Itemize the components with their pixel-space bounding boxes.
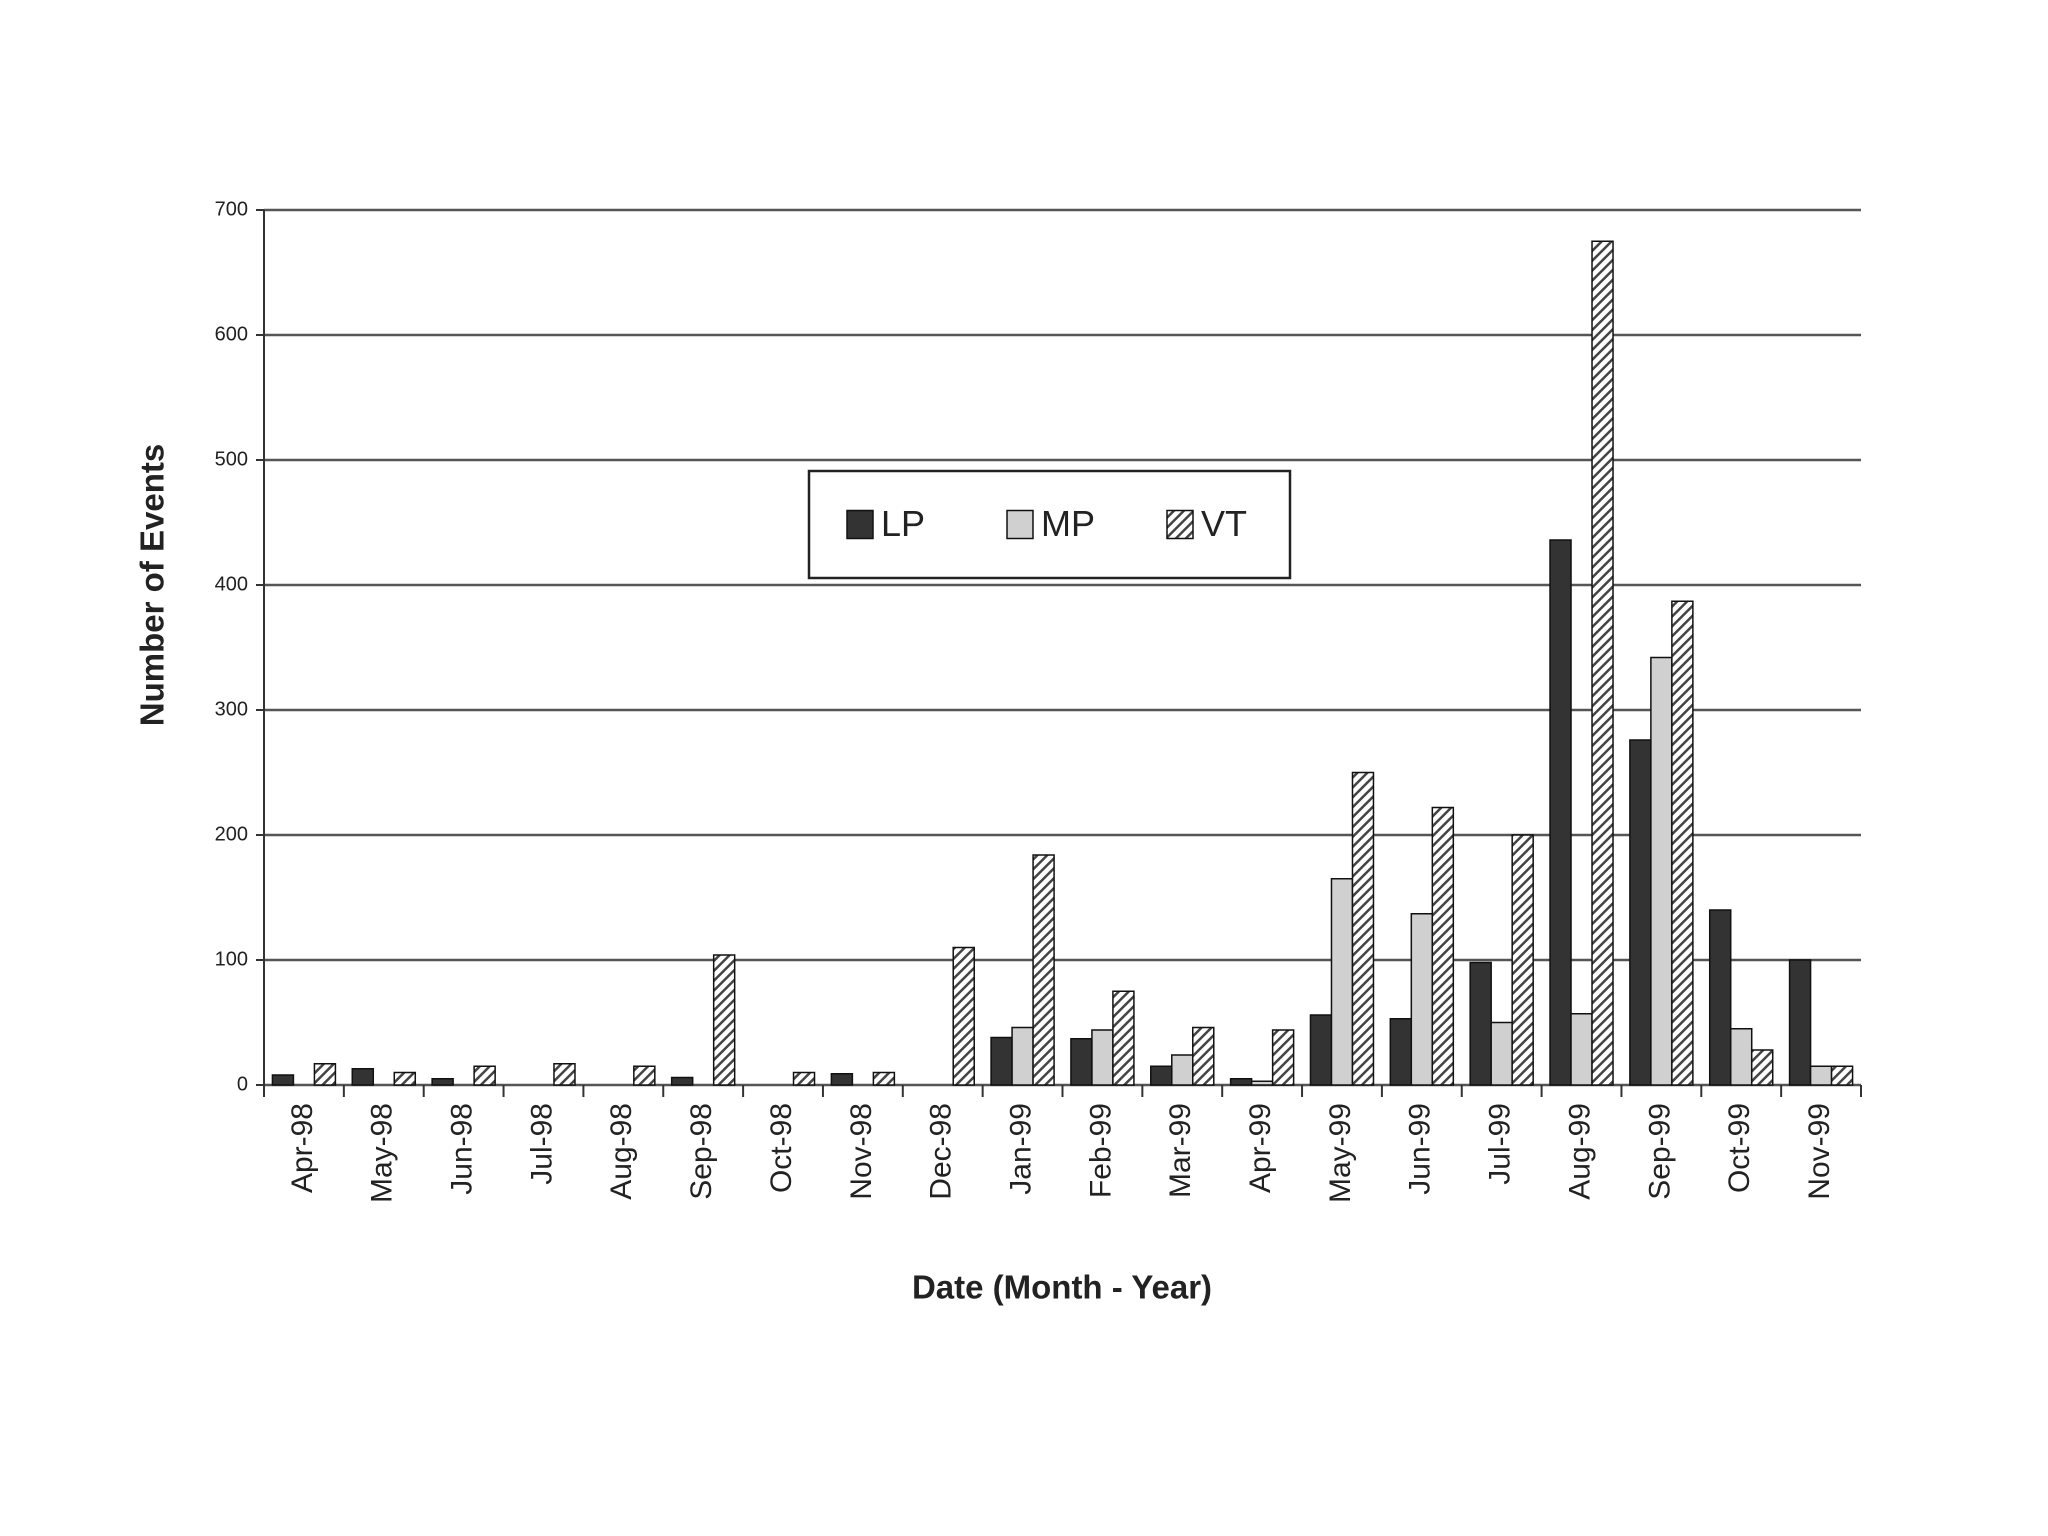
bar [1070,1038,1093,1086]
x-tick-label: Jan-99 [1004,1103,1037,1195]
x-tick-label: Dec-98 [925,1103,958,1200]
legend-label: VT [1201,503,1247,544]
bar [1671,600,1694,1086]
legend-swatch [1166,509,1194,540]
bar [1112,990,1135,1086]
y-tick-label: 0 [237,1073,248,1095]
x-tick-label: Jul-98 [525,1103,558,1185]
bar [1490,1021,1513,1086]
y-tick-label: 400 [215,573,248,595]
bar [473,1065,496,1086]
bar [633,1065,656,1086]
bar [1171,1054,1194,1086]
bar [1549,539,1572,1086]
y-tick-label: 600 [215,323,248,345]
bar [393,1071,417,1086]
legend-box [807,469,1292,580]
bar [1570,1013,1593,1086]
x-tick-label: Oct-98 [765,1103,798,1193]
bar [1091,1029,1114,1086]
bar [1192,1026,1215,1086]
bar [1271,1029,1295,1086]
bar [1750,1049,1774,1086]
bar [830,1073,854,1086]
bar [1330,878,1354,1086]
bar [712,954,736,1086]
bar [1650,656,1673,1086]
bar [313,1063,337,1086]
x-tick-label: Jun-98 [446,1103,479,1195]
x-tick-label: Sep-99 [1643,1103,1676,1200]
bar [990,1036,1013,1086]
bar [1788,959,1812,1086]
bar [1032,854,1055,1086]
bar [271,1074,295,1086]
x-tick-label: Nov-99 [1803,1103,1836,1200]
bar [1469,961,1492,1086]
bar [1309,1014,1333,1086]
bar [1150,1065,1173,1086]
bar [670,1076,694,1086]
x-tick-label: Mar-99 [1164,1103,1197,1198]
bar [431,1078,454,1086]
x-tick-label: Aug-99 [1563,1103,1596,1200]
x-tick-label: Aug-98 [605,1103,638,1200]
bar [1591,240,1614,1086]
bar [1431,806,1455,1086]
bar [1708,909,1732,1086]
x-tick-label: Feb-99 [1084,1103,1117,1198]
y-tick-label: 300 [215,698,248,720]
legend-label: MP [1041,503,1095,544]
y-tick-label: 200 [215,823,248,845]
bar [1410,913,1434,1086]
bar [1389,1018,1413,1086]
x-tick-label: May-98 [366,1103,399,1203]
x-tick-label: Oct-99 [1723,1103,1756,1193]
x-tick-label: May-99 [1324,1103,1357,1203]
bar [1229,1078,1253,1086]
bar [872,1071,896,1086]
bar [1629,739,1652,1086]
x-tick-label: Apr-99 [1244,1103,1277,1193]
y-tick-label: 100 [215,948,248,970]
bar [1830,1065,1854,1086]
x-tick-label: Sep-98 [685,1103,718,1200]
legend-swatch [1006,509,1034,540]
bar [1729,1028,1753,1086]
x-axis-label: Date (Month - Year) [912,1269,1212,1306]
legend-swatch [846,509,874,540]
bar [952,946,975,1086]
x-tick-label: Jun-99 [1404,1103,1437,1195]
bar [1250,1080,1274,1086]
y-tick-label: 700 [215,198,248,220]
x-tick-label: Apr-98 [286,1103,319,1193]
bar [1011,1026,1034,1086]
bar [1511,834,1534,1086]
bar [351,1068,375,1086]
x-tick-label: Nov-98 [845,1103,878,1200]
bar [1351,771,1375,1086]
y-tick-label: 500 [215,448,248,470]
bar [553,1063,576,1086]
bar [792,1071,816,1086]
y-axis-label: Number of Events [134,444,171,726]
bar [1809,1065,1833,1086]
x-tick-label: Jul-99 [1484,1103,1517,1185]
legend-label: LP [881,503,925,544]
